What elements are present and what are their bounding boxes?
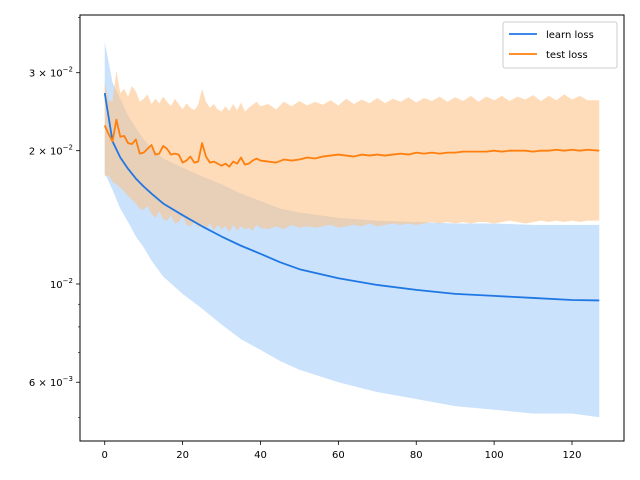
legend-label: test loss [546, 50, 588, 61]
x-tick-label: 100 [485, 450, 504, 461]
x-tick-label: 0 [102, 450, 108, 461]
x-tick-label: 40 [254, 450, 267, 461]
line-test-loss [103, 118, 600, 168]
confidence-bands [104, 41, 600, 418]
y-tick-label: 2 × 10−2 [29, 144, 73, 158]
series-lines [103, 92, 600, 302]
y-tick-label: 6 × 10−3 [29, 375, 73, 389]
x-tick-label: 60 [332, 450, 345, 461]
x-tick-label: 80 [410, 450, 423, 461]
y-axis-ticks: 6 × 10−3 10−2 2 × 10−2 3 × 10−2 [29, 17, 80, 418]
band-learn-loss [104, 41, 600, 418]
legend-box [502, 21, 618, 69]
x-axis-ticks: 0 20 40 60 80 100 120 [102, 441, 582, 461]
x-tick-label: 20 [176, 450, 189, 461]
y-tick-label: 10−2 [50, 277, 73, 291]
band-test-loss [104, 70, 600, 233]
axes-frame [79, 14, 625, 442]
x-tick-label: 120 [562, 450, 581, 461]
legend-label: learn loss [546, 30, 594, 41]
legend: learn loss test loss [502, 21, 618, 69]
line-learn-loss [103, 92, 600, 302]
y-tick-label: 3 × 10−2 [29, 66, 73, 80]
